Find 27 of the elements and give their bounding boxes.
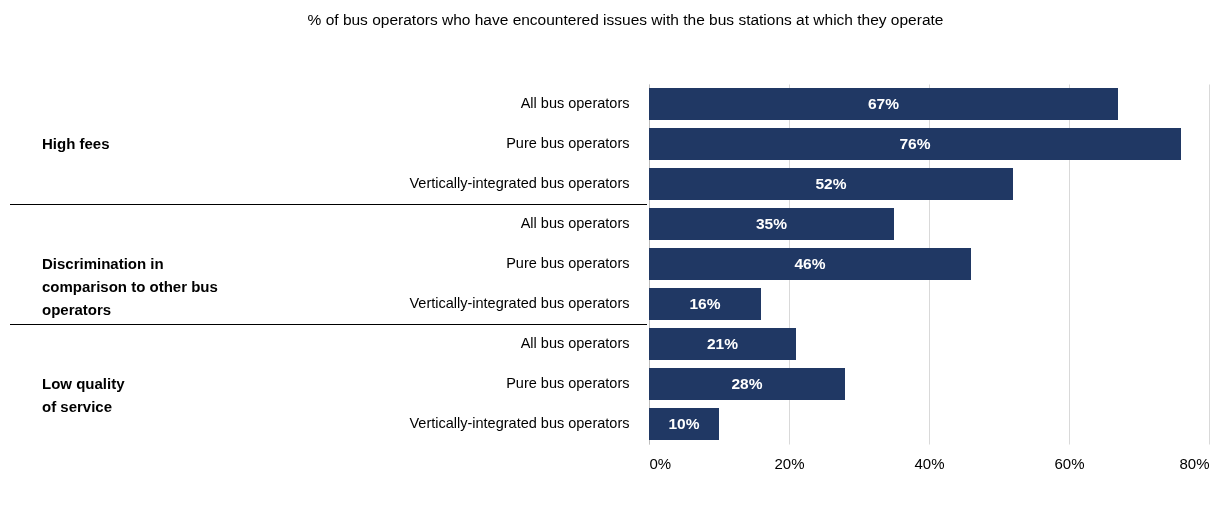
text: Discrimination in comparison to other bus operators <box>42 255 218 318</box>
data-label: 10% <box>668 415 700 432</box>
y-tick-label: Vertically-integrated bus operators <box>409 295 630 311</box>
x-tick-label: 20% <box>774 454 805 472</box>
x-tick-label: 0% <box>649 454 672 472</box>
data-label: 35% <box>755 215 788 232</box>
data-label: 67% <box>867 95 900 112</box>
y-tick-label: Vertically-integrated bus operators <box>409 175 630 191</box>
y-tick-label: Pure bus operators <box>506 375 630 391</box>
data-label: 52% <box>815 175 847 192</box>
text: High fees <box>42 135 110 152</box>
x-tick-label: 80% <box>1179 454 1210 472</box>
y-tick-label: Pure bus operators <box>506 255 630 271</box>
x-tick-label: 40% <box>914 454 945 472</box>
data-label: 21% <box>706 335 739 352</box>
y-tick-label: Vertically-integrated bus operators <box>409 415 630 431</box>
y-tick-label: All bus operators <box>520 95 630 111</box>
chart-title: % of bus operators who have encountered issues with the bus stations at which they operate <box>307 10 944 28</box>
data-label: 76% <box>899 135 931 152</box>
text: Low quality of service <box>42 375 126 415</box>
data-label: 46% <box>794 255 826 272</box>
data-label: 16% <box>689 295 721 312</box>
y-tick-label: All bus operators <box>520 335 630 351</box>
data-label: 28% <box>731 375 763 392</box>
x-tick-label: 60% <box>1054 454 1085 472</box>
y-tick-label: All bus operators <box>520 215 630 231</box>
y-tick-label: Pure bus operators <box>506 135 630 151</box>
